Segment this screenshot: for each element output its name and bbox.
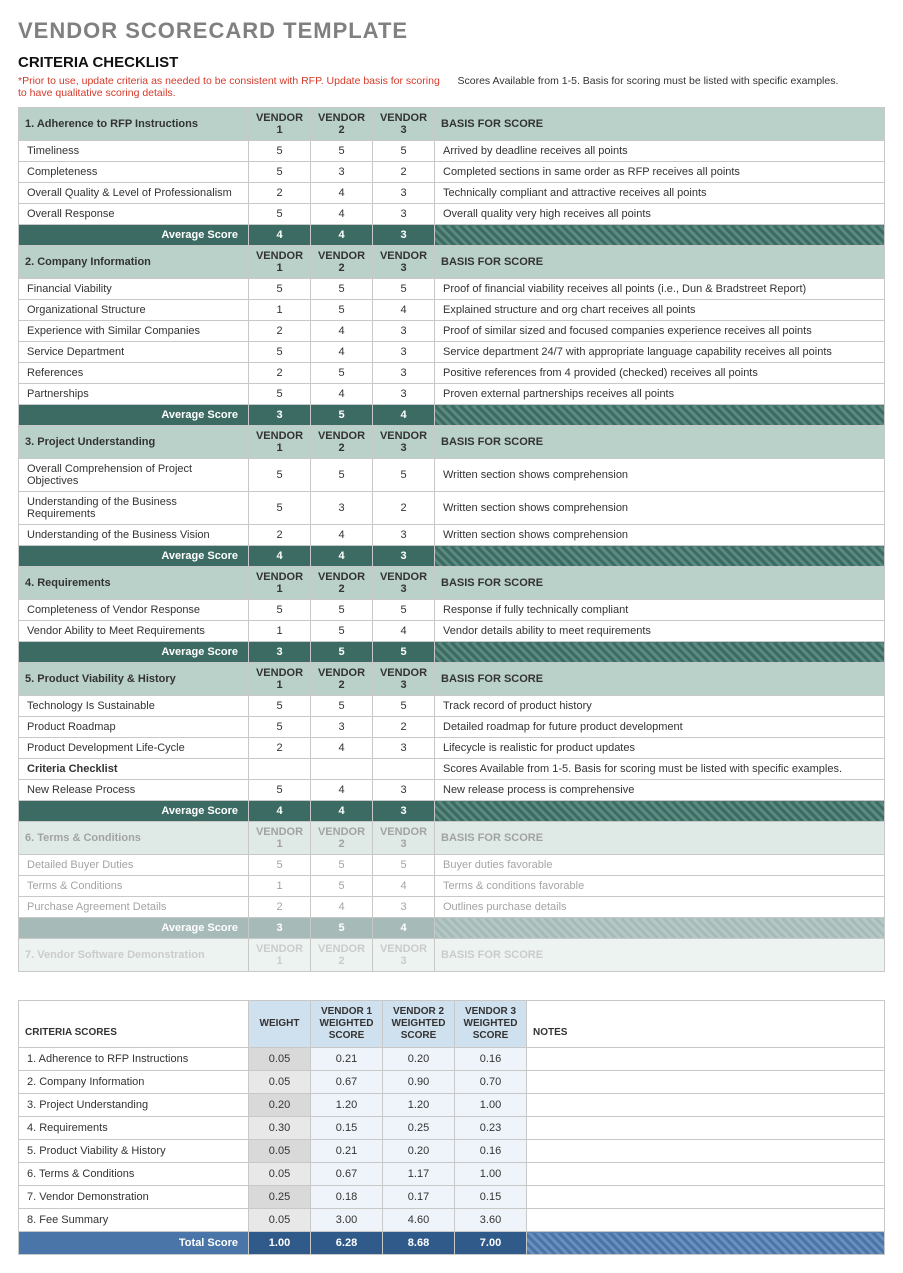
- criteria-row: Criteria ChecklistScores Available from …: [19, 759, 885, 780]
- criteria-row: Understanding of the Business Requiremen…: [19, 492, 885, 525]
- scores-header-row: CRITERIA SCORES WEIGHT VENDOR 1 WEIGHTED…: [19, 1001, 885, 1048]
- score-row: 7. Vendor Demonstration0.250.180.170.15: [19, 1186, 885, 1209]
- criteria-row: Detailed Buyer Duties555Buyer duties fav…: [19, 855, 885, 876]
- section-header: 7. Vendor Software DemonstrationVENDOR 1…: [19, 939, 885, 972]
- score-row: 8. Fee Summary0.053.004.603.60: [19, 1209, 885, 1232]
- criteria-row: Overall Comprehension of Project Objecti…: [19, 459, 885, 492]
- criteria-row: Financial Viability555Proof of financial…: [19, 279, 885, 300]
- scores-title-cell: CRITERIA SCORES: [19, 1001, 249, 1048]
- section-header: 4. RequirementsVENDOR 1VENDOR 2VENDOR 3B…: [19, 567, 885, 600]
- criteria-row: Service Department543Service department …: [19, 342, 885, 363]
- criteria-row: Technology Is Sustainable555Track record…: [19, 696, 885, 717]
- note-black: Scores Available from 1-5. Basis for sco…: [458, 75, 886, 99]
- score-row: 1. Adherence to RFP Instructions0.050.21…: [19, 1048, 885, 1071]
- criteria-scores-table: CRITERIA SCORES WEIGHT VENDOR 1 WEIGHTED…: [18, 1000, 885, 1255]
- criteria-row: Terms & Conditions154Terms & conditions …: [19, 876, 885, 897]
- score-row: 4. Requirements0.300.150.250.23: [19, 1117, 885, 1140]
- section-header: 6. Terms & ConditionsVENDOR 1VENDOR 2VEN…: [19, 822, 885, 855]
- section-header: 2. Company InformationVENDOR 1VENDOR 2VE…: [19, 246, 885, 279]
- criteria-row: Overall Quality & Level of Professionali…: [19, 183, 885, 204]
- section-header: 5. Product Viability & HistoryVENDOR 1VE…: [19, 663, 885, 696]
- criteria-row: Purchase Agreement Details243Outlines pu…: [19, 897, 885, 918]
- average-row: Average Score443: [19, 546, 885, 567]
- total-score-row: Total Score1.006.288.687.00: [19, 1232, 885, 1255]
- section-header: 3. Project UnderstandingVENDOR 1VENDOR 2…: [19, 426, 885, 459]
- criteria-row: Vendor Ability to Meet Requirements154Ve…: [19, 621, 885, 642]
- criteria-row: Product Roadmap532Detailed roadmap for f…: [19, 717, 885, 738]
- average-row: Average Score443: [19, 801, 885, 822]
- hdr-notes: NOTES: [527, 1001, 885, 1048]
- score-row: 5. Product Viability & History0.050.210.…: [19, 1140, 885, 1163]
- criteria-row: References253Positive references from 4 …: [19, 363, 885, 384]
- average-row: Average Score355: [19, 642, 885, 663]
- criteria-row: New Release Process543New release proces…: [19, 780, 885, 801]
- criteria-row: Timeliness555Arrived by deadline receive…: [19, 141, 885, 162]
- score-row: 2. Company Information0.050.670.900.70: [19, 1071, 885, 1094]
- criteria-row: Partnerships543Proven external partnersh…: [19, 384, 885, 405]
- hdr-weight: WEIGHT: [249, 1001, 311, 1048]
- criteria-row: Completeness532Completed sections in sam…: [19, 162, 885, 183]
- criteria-row: Understanding of the Business Vision243W…: [19, 525, 885, 546]
- section-header: 1. Adherence to RFP InstructionsVENDOR 1…: [19, 108, 885, 141]
- average-row: Average Score443: [19, 225, 885, 246]
- average-row: Average Score354: [19, 918, 885, 939]
- note-red: *Prior to use, update criteria as needed…: [18, 75, 446, 99]
- hdr-v3: VENDOR 3 WEIGHTED SCORE: [455, 1001, 527, 1048]
- score-row: 6. Terms & Conditions0.050.671.171.00: [19, 1163, 885, 1186]
- criteria-row: Completeness of Vendor Response555Respon…: [19, 600, 885, 621]
- criteria-row: Organizational Structure154Explained str…: [19, 300, 885, 321]
- average-row: Average Score354: [19, 405, 885, 426]
- checklist-title: CRITERIA CHECKLIST: [18, 54, 885, 71]
- criteria-row: Product Development Life-Cycle243Lifecyc…: [19, 738, 885, 759]
- main-title: VENDOR SCORECARD TEMPLATE: [18, 18, 885, 44]
- criteria-row: Overall Response543Overall quality very …: [19, 204, 885, 225]
- score-row: 3. Project Understanding0.201.201.201.00: [19, 1094, 885, 1117]
- criteria-row: Experience with Similar Companies243Proo…: [19, 321, 885, 342]
- hdr-v1: VENDOR 1 WEIGHTED SCORE: [311, 1001, 383, 1048]
- hdr-v2: VENDOR 2 WEIGHTED SCORE: [383, 1001, 455, 1048]
- criteria-checklist-table: 1. Adherence to RFP InstructionsVENDOR 1…: [18, 107, 885, 972]
- notes-row: *Prior to use, update criteria as needed…: [18, 75, 885, 99]
